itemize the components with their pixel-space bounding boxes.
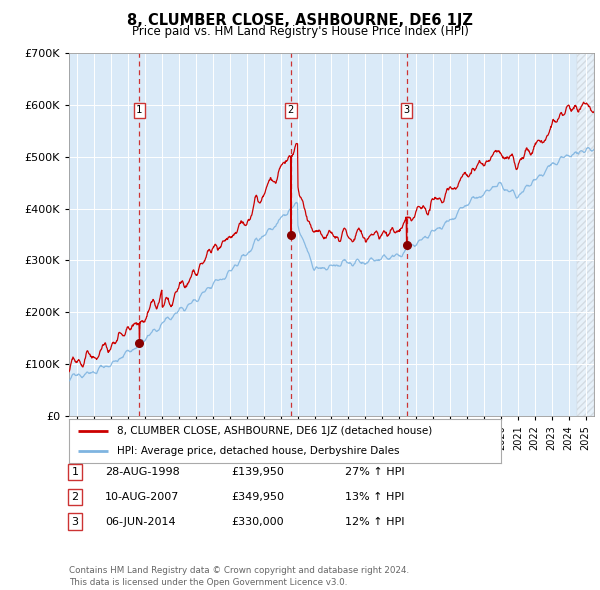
- Bar: [577, 53, 594, 416]
- Bar: [577, 53, 594, 416]
- Text: £349,950: £349,950: [231, 492, 284, 502]
- Text: 2: 2: [288, 105, 294, 115]
- Text: 10-AUG-2007: 10-AUG-2007: [105, 492, 179, 502]
- Text: £139,950: £139,950: [231, 467, 284, 477]
- Text: 8, CLUMBER CLOSE, ASHBOURNE, DE6 1JZ (detached house): 8, CLUMBER CLOSE, ASHBOURNE, DE6 1JZ (de…: [116, 426, 432, 436]
- Text: Contains HM Land Registry data © Crown copyright and database right 2024.
This d: Contains HM Land Registry data © Crown c…: [69, 566, 409, 587]
- Text: 3: 3: [71, 517, 79, 526]
- Text: 13% ↑ HPI: 13% ↑ HPI: [345, 492, 404, 502]
- Text: 28-AUG-1998: 28-AUG-1998: [105, 467, 180, 477]
- Text: 06-JUN-2014: 06-JUN-2014: [105, 517, 176, 526]
- Text: 3: 3: [403, 105, 410, 115]
- Text: 2: 2: [71, 492, 79, 502]
- Text: Price paid vs. HM Land Registry's House Price Index (HPI): Price paid vs. HM Land Registry's House …: [131, 25, 469, 38]
- Text: HPI: Average price, detached house, Derbyshire Dales: HPI: Average price, detached house, Derb…: [116, 446, 399, 456]
- Text: £330,000: £330,000: [231, 517, 284, 526]
- Text: 12% ↑ HPI: 12% ↑ HPI: [345, 517, 404, 526]
- Text: 27% ↑ HPI: 27% ↑ HPI: [345, 467, 404, 477]
- Text: 1: 1: [136, 105, 142, 115]
- Text: 1: 1: [71, 467, 79, 477]
- Text: 8, CLUMBER CLOSE, ASHBOURNE, DE6 1JZ: 8, CLUMBER CLOSE, ASHBOURNE, DE6 1JZ: [127, 13, 473, 28]
